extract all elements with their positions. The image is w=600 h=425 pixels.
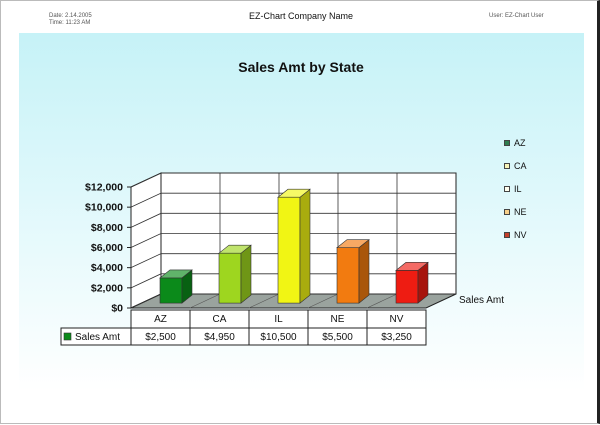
x-category-label: IL bbox=[274, 314, 283, 325]
bar-nv[interactable] bbox=[395, 261, 429, 304]
bar-ca[interactable] bbox=[218, 244, 252, 304]
series-name-label: Sales Amt bbox=[75, 332, 120, 343]
bar-front-face bbox=[395, 270, 419, 304]
data-value-label: $3,250 bbox=[381, 332, 412, 343]
bar-il[interactable] bbox=[277, 188, 311, 304]
data-value-label: $10,500 bbox=[260, 332, 297, 343]
chart-legend: AZ CA IL NE NV bbox=[504, 131, 527, 246]
y-tick-label: $12,000 bbox=[85, 182, 123, 194]
bar-top-face bbox=[218, 244, 252, 254]
chart-title: Sales Amt by State bbox=[238, 59, 364, 75]
legend-label: AZ bbox=[514, 137, 526, 148]
gridline bbox=[130, 172, 456, 188]
legend-swatch bbox=[504, 185, 510, 192]
company-name: EZ-Chart Company Name bbox=[248, 11, 354, 21]
y-tick-label: $8,000 bbox=[91, 222, 123, 234]
y-tick-label: $10,000 bbox=[85, 202, 123, 214]
report-time: Time: 11:23 AM bbox=[49, 20, 91, 26]
x-category-label: NV bbox=[390, 314, 404, 325]
x-category-label: CA bbox=[213, 314, 227, 325]
legend-label: NE bbox=[514, 206, 527, 217]
legend-label: IL bbox=[514, 183, 522, 194]
depth-axis-label: Sales Amt bbox=[459, 295, 504, 306]
x-category-label: NE bbox=[331, 314, 345, 325]
bar-top-face bbox=[277, 188, 311, 198]
report-user: User: EZ-Chart User bbox=[489, 13, 544, 19]
data-value-label: $4,950 bbox=[204, 332, 235, 343]
legend-swatch bbox=[504, 139, 510, 146]
gridline bbox=[130, 233, 456, 248]
legend-label: NV bbox=[514, 229, 527, 240]
bar-front-face bbox=[218, 252, 242, 304]
legend-item-ne: NE bbox=[504, 200, 527, 223]
floor-divider bbox=[248, 293, 280, 309]
legend-item-nv: NV bbox=[504, 223, 527, 246]
legend-item-ca: CA bbox=[504, 154, 527, 177]
bar-side-face bbox=[240, 244, 252, 304]
bar-top-face bbox=[395, 262, 429, 271]
legend-item-il: IL bbox=[504, 177, 527, 200]
series-swatch bbox=[63, 332, 72, 341]
x-category-label: AZ bbox=[154, 314, 167, 325]
bar-side-face bbox=[299, 188, 311, 304]
bar-front-face bbox=[277, 196, 301, 304]
floor-divider bbox=[366, 293, 398, 309]
legend-swatch bbox=[504, 231, 510, 238]
bar-top-face bbox=[336, 239, 370, 248]
bar-top-face bbox=[159, 269, 193, 279]
report-date: Date: 2.14.2005 bbox=[49, 13, 92, 19]
bar-side-face bbox=[358, 239, 370, 304]
y-tick-label: $4,000 bbox=[91, 262, 123, 274]
data-value-label: $5,500 bbox=[322, 332, 353, 343]
report-header: Date: 2.14.2005 Time: 11:23 AM EZ-Chart … bbox=[1, 1, 591, 31]
legend-label: CA bbox=[514, 160, 527, 171]
bar-ne[interactable] bbox=[336, 239, 370, 304]
y-tick-label: $6,000 bbox=[91, 242, 123, 254]
legend-swatch bbox=[504, 208, 510, 215]
legend-swatch bbox=[504, 162, 510, 169]
floor-divider bbox=[307, 293, 339, 309]
bar-front-face bbox=[159, 277, 183, 304]
y-tick-label: $2,000 bbox=[91, 282, 123, 294]
gridline bbox=[130, 212, 456, 228]
bar-front-face bbox=[336, 247, 360, 304]
floor-divider bbox=[189, 293, 221, 309]
y-tick-label: $0 bbox=[111, 303, 123, 315]
gridline bbox=[130, 192, 456, 208]
bar-az[interactable] bbox=[159, 269, 193, 304]
legend-item-az: AZ bbox=[504, 131, 527, 154]
data-value-label: $2,500 bbox=[145, 332, 176, 343]
